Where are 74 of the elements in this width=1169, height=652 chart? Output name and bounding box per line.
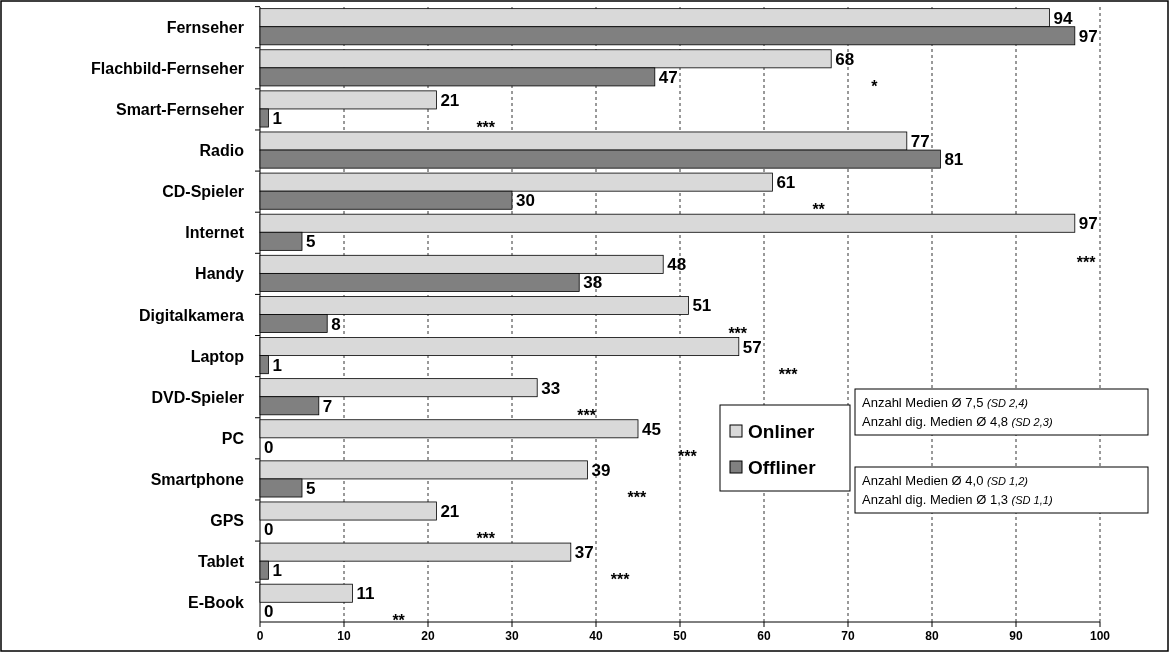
data-label: 1 [272, 109, 282, 128]
y-tick-label: Fernseher [166, 18, 244, 36]
data-label: 48 [667, 255, 687, 275]
data-label: 97 [1078, 214, 1098, 234]
text-box: Anzahl Medien Ø 4,0 (SD 1,2) Anzahl dig. Medien Ø 1,3 (SD 1,1) [854, 466, 1149, 514]
x-tick-label: 10 [337, 629, 351, 643]
annotation: ** [392, 612, 406, 630]
data-label: 97 [1078, 26, 1098, 46]
y-tick-label: E-Book [188, 594, 245, 612]
data-label: 7 [322, 396, 333, 416]
annotation: Anzahl dig. Medien Ø 1,3 (SD 1,1) [862, 492, 1053, 507]
x-tick-label: 30 [505, 629, 519, 643]
y-tick-label: Handy [195, 265, 245, 283]
x-tick-label: 0 [256, 629, 264, 643]
data-label: 5 [306, 232, 316, 252]
y-tick-label: Smartphone [150, 470, 245, 488]
legend-label: Onliner [748, 421, 816, 442]
data-label: 1 [272, 355, 282, 375]
annotation: *** [1076, 254, 1097, 272]
y-tick-label: PC [221, 429, 245, 447]
y-tick-label: Tablet [198, 553, 245, 571]
data-label: 21 [440, 90, 460, 110]
annotation: *** [678, 447, 698, 465]
annotation: Anzahl Medien Ø 7,5 (SD 2,4) [862, 395, 1029, 410]
y-tick-label: DVD-Spieler [151, 388, 244, 406]
data-label: 0 [264, 602, 274, 622]
data-label: 45 [642, 419, 661, 439]
x-tick-label: 70 [841, 629, 855, 643]
y-tick-label: Digitalkamera [139, 306, 245, 324]
data-label: 68 [835, 49, 855, 69]
data-label: 0 [264, 520, 274, 540]
y-tick-label: Smart-Fernseher [115, 100, 244, 118]
annotation: *** [778, 365, 799, 383]
y-tick-label: Internet [185, 224, 245, 242]
data-label: 21 [440, 502, 460, 521]
data-label: 81 [944, 150, 964, 170]
data-label: 39 [591, 460, 611, 480]
data-label: 8 [331, 314, 341, 334]
annotation: Anzahl Medien Ø 4,0 (SD 1,2) [862, 473, 1029, 488]
x-tick-label: 50 [673, 629, 687, 643]
data-label: 94 [1053, 8, 1074, 28]
data-label: 38 [583, 273, 603, 293]
x-tick-label: 90 [1009, 629, 1023, 643]
data-label: 47 [658, 67, 678, 87]
annotation: *** [627, 489, 648, 507]
data-label: 1 [272, 561, 282, 581]
annotation: *** [610, 571, 631, 589]
y-tick-label: Laptop [190, 347, 245, 365]
y-tick-label: CD-Spieler [162, 183, 244, 201]
y-tick-label: GPS [210, 512, 245, 530]
data-label: 61 [776, 173, 796, 193]
annotation: *** [476, 530, 496, 548]
x-tick-label: 60 [757, 629, 771, 643]
data-label: 37 [574, 543, 594, 563]
data-label: 33 [541, 378, 561, 398]
x-tick-label: 100 [1089, 629, 1111, 643]
x-tick-label: 40 [589, 629, 603, 643]
data-label: 0 [264, 437, 274, 457]
annotation: Anzahl dig. Medien Ø 4,8 (SD 2,3) [862, 414, 1053, 429]
data-label: 11 [356, 584, 375, 604]
data-label: 51 [692, 296, 712, 316]
annotation: *** [577, 406, 597, 424]
y-tick-label: Radio [199, 142, 245, 160]
annotation: ** [812, 201, 826, 219]
data-label: 5 [306, 478, 316, 498]
data-label: 77 [910, 132, 930, 152]
y-tick-label: Flachbild-Fernseher [91, 59, 244, 77]
data-label: 30 [516, 191, 535, 211]
x-tick-label: 20 [421, 629, 435, 643]
annotation: * [871, 77, 879, 95]
legend-label: Offliner [748, 457, 817, 478]
x-tick-label: 80 [925, 629, 939, 643]
annotation: *** [476, 119, 496, 137]
text-box: Anzahl Medien Ø 7,5 (SD 2,4) Anzahl dig. Medien Ø 4,8 (SD 2,3) [854, 388, 1149, 436]
